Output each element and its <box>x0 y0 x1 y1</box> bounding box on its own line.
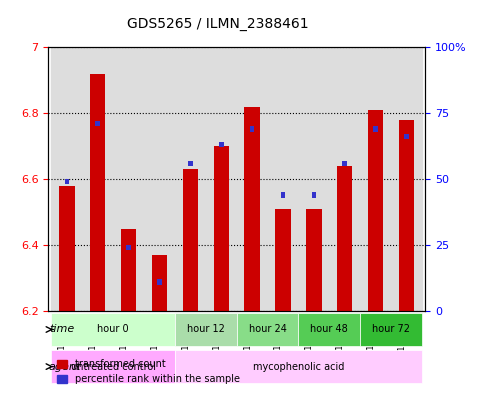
Bar <box>237 47 268 311</box>
Bar <box>404 134 409 140</box>
Text: agent: agent <box>49 362 81 372</box>
Bar <box>51 47 82 311</box>
Bar <box>206 47 237 311</box>
Bar <box>373 126 378 132</box>
Text: time: time <box>49 325 74 334</box>
Bar <box>113 47 144 311</box>
Bar <box>152 255 167 311</box>
Bar <box>121 228 136 311</box>
Bar <box>65 179 69 184</box>
Bar <box>244 107 260 311</box>
FancyBboxPatch shape <box>175 350 422 383</box>
Bar <box>82 47 113 311</box>
Bar <box>275 209 291 311</box>
FancyBboxPatch shape <box>237 313 298 346</box>
Text: mycophenolic acid: mycophenolic acid <box>253 362 344 372</box>
Bar <box>250 126 255 132</box>
FancyBboxPatch shape <box>298 313 360 346</box>
Bar <box>368 110 384 311</box>
Text: untreated control: untreated control <box>71 362 156 372</box>
Bar <box>312 192 316 198</box>
Legend: transformed count, percentile rank within the sample: transformed count, percentile rank withi… <box>53 356 243 388</box>
Bar <box>306 209 322 311</box>
Bar <box>59 185 74 311</box>
Bar <box>183 169 198 311</box>
Bar <box>219 142 224 147</box>
Bar <box>391 47 422 311</box>
Bar <box>96 121 100 126</box>
Text: hour 72: hour 72 <box>372 325 410 334</box>
Bar <box>298 47 329 311</box>
Text: hour 48: hour 48 <box>311 325 348 334</box>
Bar <box>360 47 391 311</box>
Text: GDS5265 / ILMN_2388461: GDS5265 / ILMN_2388461 <box>127 17 308 31</box>
Bar <box>90 73 105 311</box>
FancyBboxPatch shape <box>175 313 237 346</box>
Bar <box>268 47 298 311</box>
Text: hour 12: hour 12 <box>187 325 225 334</box>
FancyBboxPatch shape <box>360 313 422 346</box>
Bar <box>175 47 206 311</box>
Text: hour 24: hour 24 <box>249 325 286 334</box>
FancyBboxPatch shape <box>51 313 175 346</box>
Bar <box>144 47 175 311</box>
Bar <box>329 47 360 311</box>
FancyBboxPatch shape <box>51 350 175 383</box>
Bar <box>188 161 193 166</box>
Bar <box>157 279 162 285</box>
Text: hour 0: hour 0 <box>98 325 129 334</box>
Bar <box>213 146 229 311</box>
Bar <box>337 166 353 311</box>
Bar <box>281 192 285 198</box>
Bar <box>342 161 347 166</box>
Bar <box>399 120 414 311</box>
Bar <box>126 245 131 250</box>
